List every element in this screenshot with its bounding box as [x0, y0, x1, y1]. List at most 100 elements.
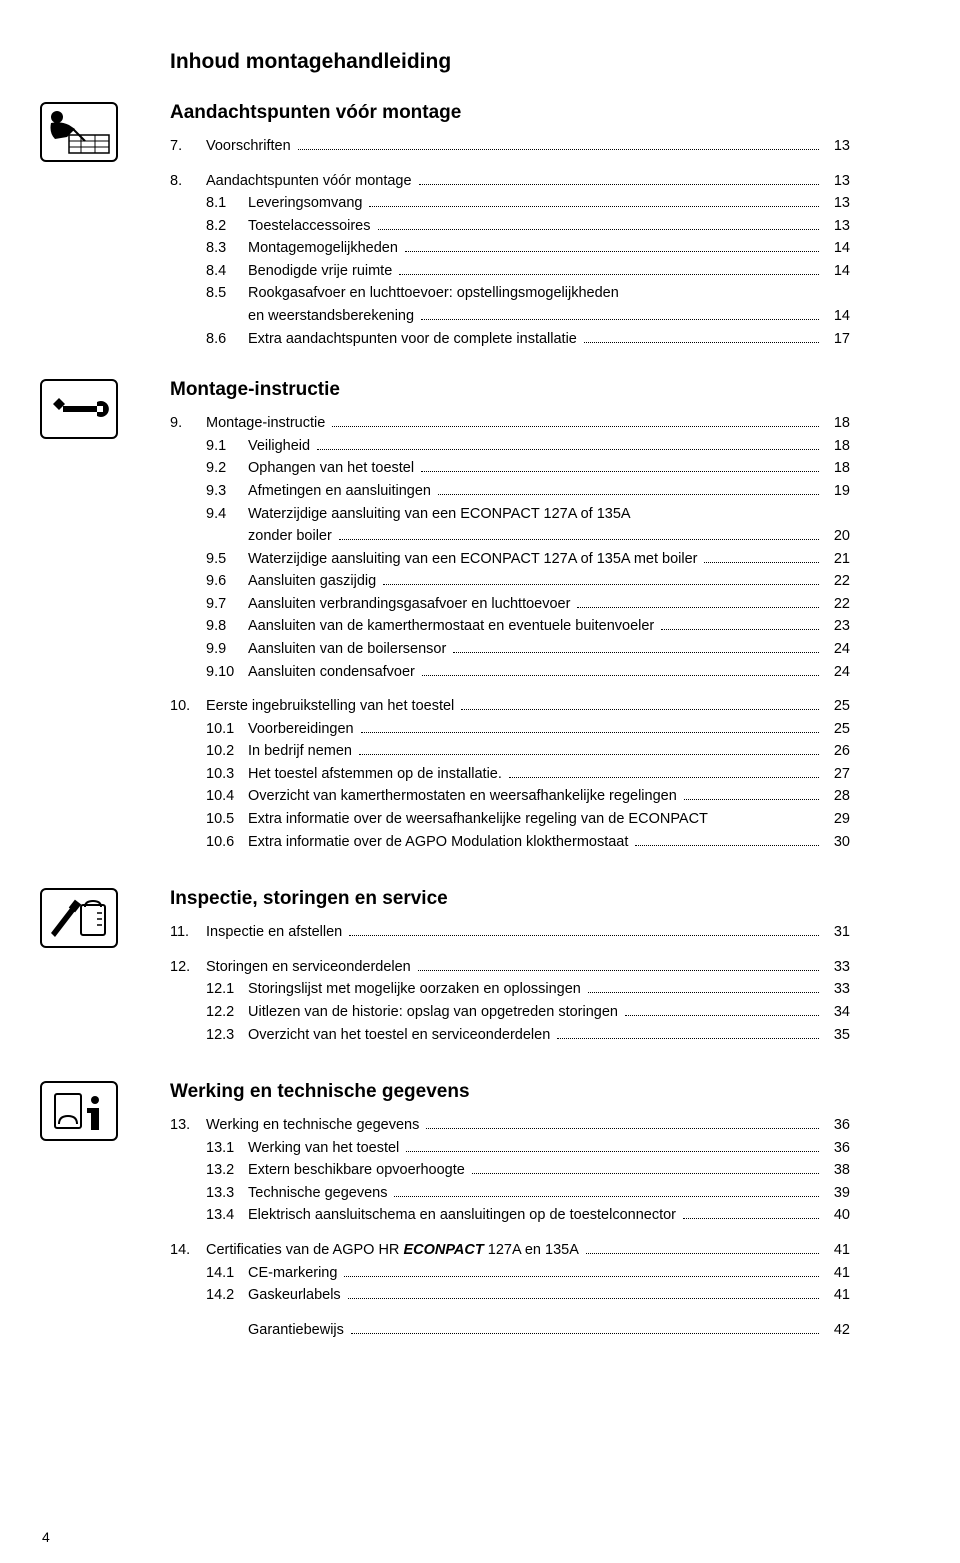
section-heading: Werking en technische gegevens — [170, 1081, 850, 1103]
toc-page-number: 14 — [822, 238, 850, 259]
toc-leader-dots — [369, 206, 819, 207]
toc-page-number: 13 — [822, 171, 850, 192]
toc-entry: 9.3Afmetingen en aansluitingen19 — [170, 481, 850, 502]
toc-label: Certificaties van de AGPO HR ECONPACT 12… — [206, 1240, 583, 1261]
toc-label: Toestelaccessoires — [248, 216, 375, 237]
toc-sub-number: 9.8 — [206, 616, 248, 637]
screwdriver-gauge-icon — [40, 888, 118, 948]
toc-chapter-number: 9. — [170, 413, 206, 434]
toc-entry: Garantiebewijs42 — [170, 1320, 850, 1341]
toc-entry: 12.2Uitlezen van de historie: opslag van… — [170, 1002, 850, 1023]
toc-entry: 9.7Aansluiten verbrandingsgasafvoer en l… — [170, 594, 850, 615]
toc-sub-number: 9.10 — [206, 662, 248, 683]
toc-label: Uitlezen van de historie: opslag van opg… — [248, 1002, 622, 1023]
toc-entry: 8.Aandachtspunten vóór montage13 — [170, 171, 850, 192]
section-icon-column — [40, 888, 170, 948]
toc-leader-dots — [461, 709, 819, 710]
toc-leader-dots — [406, 1151, 819, 1152]
toc-page-number: 19 — [822, 481, 850, 502]
toc-chapter-number: 13. — [170, 1115, 206, 1136]
toc-list: 11.Inspectie en afstellen3112.Storingen … — [170, 922, 850, 1045]
toc-page-number: 14 — [822, 306, 850, 327]
toc-leader-dots — [359, 754, 819, 755]
toc-entry: 9.Montage-instructie18 — [170, 413, 850, 434]
section-heading: Montage-instructie — [170, 379, 850, 401]
toc-sub-number: 10.3 — [206, 764, 248, 785]
toc-entry: 12.1Storingslijst met mogelijke oorzaken… — [170, 979, 850, 1000]
toc-page-number: 27 — [822, 764, 850, 785]
toc-label: In bedrijf nemen — [248, 741, 356, 762]
toc-sub-number: 10.2 — [206, 741, 248, 762]
toc-label: Garantiebewijs — [248, 1320, 348, 1341]
toc-page-number: 24 — [822, 639, 850, 660]
toc-label: Ophangen van het toestel — [248, 458, 418, 479]
toc-leader-dots — [339, 539, 819, 540]
toc-label: CE-markering — [248, 1263, 341, 1284]
toc-label: Technische gegevens — [248, 1183, 391, 1204]
toc-section: Aandachtspunten vóór montage7.Voorschrif… — [40, 102, 850, 351]
toc-chapter-number: 7. — [170, 136, 206, 157]
toc-entry: 11.Inspectie en afstellen31 — [170, 922, 850, 943]
toc-entry: 13.2Extern beschikbare opvoerhoogte38 — [170, 1160, 850, 1181]
toc-sub-number: 14.1 — [206, 1263, 248, 1284]
section-heading: Aandachtspunten vóór montage — [170, 102, 850, 124]
toc-page-number: 25 — [822, 696, 850, 717]
section-heading: Inspectie, storingen en service — [170, 888, 850, 910]
toc-label: Rookgasafvoer en luchttoevoer: opstellin… — [248, 283, 623, 304]
toc-label: Inspectie en afstellen — [206, 922, 346, 943]
toc-sub-number: 10.1 — [206, 719, 248, 740]
toc-label: Eerste ingebruikstelling van het toestel — [206, 696, 458, 717]
toc-chapter-number: 10. — [170, 696, 206, 717]
toc-label: Extra informatie over de AGPO Modulation… — [248, 832, 632, 853]
toc-entry: 8.6Extra aandachtspunten voor de complet… — [170, 329, 850, 350]
toc-sub-number: 9.2 — [206, 458, 248, 479]
toc-entry: en weerstandsberekening14 — [170, 306, 850, 327]
toc-sub-number: 8.2 — [206, 216, 248, 237]
info-icon — [40, 1081, 118, 1141]
toc-label: Elektrisch aansluitschema en aansluiting… — [248, 1205, 680, 1226]
toc-entry: 9.10Aansluiten condensafvoer24 — [170, 662, 850, 683]
toc-section: Inspectie, storingen en service 11.Inspec… — [40, 888, 850, 1047]
toc-page-number: 13 — [822, 136, 850, 157]
toc-entry: zonder boiler20 — [170, 526, 850, 547]
toc-leader-dots — [405, 251, 819, 252]
toc-label: Storingen en serviceonderdelen — [206, 957, 415, 978]
toc-label: Gaskeurlabels — [248, 1285, 345, 1306]
toc-entry: 8.4Benodigde vrije ruimte14 — [170, 261, 850, 282]
toc-sub-number: 10.6 — [206, 832, 248, 853]
toc-entry: 13.1Werking van het toestel36 — [170, 1138, 850, 1159]
section-content: Montage-instructie 9.Montage-instructie18… — [170, 379, 850, 854]
toc-entry: 9.5Waterzijdige aansluiting van een ECON… — [170, 549, 850, 570]
toc-leader-dots — [298, 149, 819, 150]
toc-page-number: 18 — [822, 413, 850, 434]
toc-label: Waterzijdige aansluiting van een ECONPAC… — [248, 504, 635, 525]
toc-page-number: 13 — [822, 193, 850, 214]
toc-page-number: 23 — [822, 616, 850, 637]
toc-entry: 14.2Gaskeurlabels41 — [170, 1285, 850, 1306]
toc-leader-dots — [421, 471, 819, 472]
toc-page-number: 17 — [822, 329, 850, 350]
toc-page-number: 33 — [822, 979, 850, 1000]
toc-entry: 10.6Extra informatie over de AGPO Modula… — [170, 832, 850, 853]
toc-label: Extra aandachtspunten voor de complete i… — [248, 329, 581, 350]
toc-section: Montage-instructie 9.Montage-instructie18… — [40, 379, 850, 854]
toc-page-number: 14 — [822, 261, 850, 282]
toc-sub-number: 13.2 — [206, 1160, 248, 1181]
toc-leader-dots — [351, 1333, 819, 1334]
toc-page-number: 24 — [822, 662, 850, 683]
toc-entry: 8.5Rookgasafvoer en luchttoevoer: opstel… — [170, 283, 850, 304]
toc-chapter-number: 14. — [170, 1240, 206, 1261]
toc-page-number: 33 — [822, 957, 850, 978]
toc-page-number: 34 — [822, 1002, 850, 1023]
section-icon-column — [40, 102, 170, 162]
toc-sub-number: 8.6 — [206, 329, 248, 350]
toc-list: 9.Montage-instructie189.1Veiligheid189.2… — [170, 413, 850, 852]
toc-label: Waterzijdige aansluiting van een ECONPAC… — [248, 549, 701, 570]
toc-label: Werking van het toestel — [248, 1138, 403, 1159]
toc-sub-number: 13.1 — [206, 1138, 248, 1159]
toc-page-number: 26 — [822, 741, 850, 762]
section-icon-column — [40, 1081, 170, 1141]
toc-page-number: 22 — [822, 594, 850, 615]
toc-label: Storingslijst met mogelijke oorzaken en … — [248, 979, 585, 1000]
toc-sub-number: 8.3 — [206, 238, 248, 259]
